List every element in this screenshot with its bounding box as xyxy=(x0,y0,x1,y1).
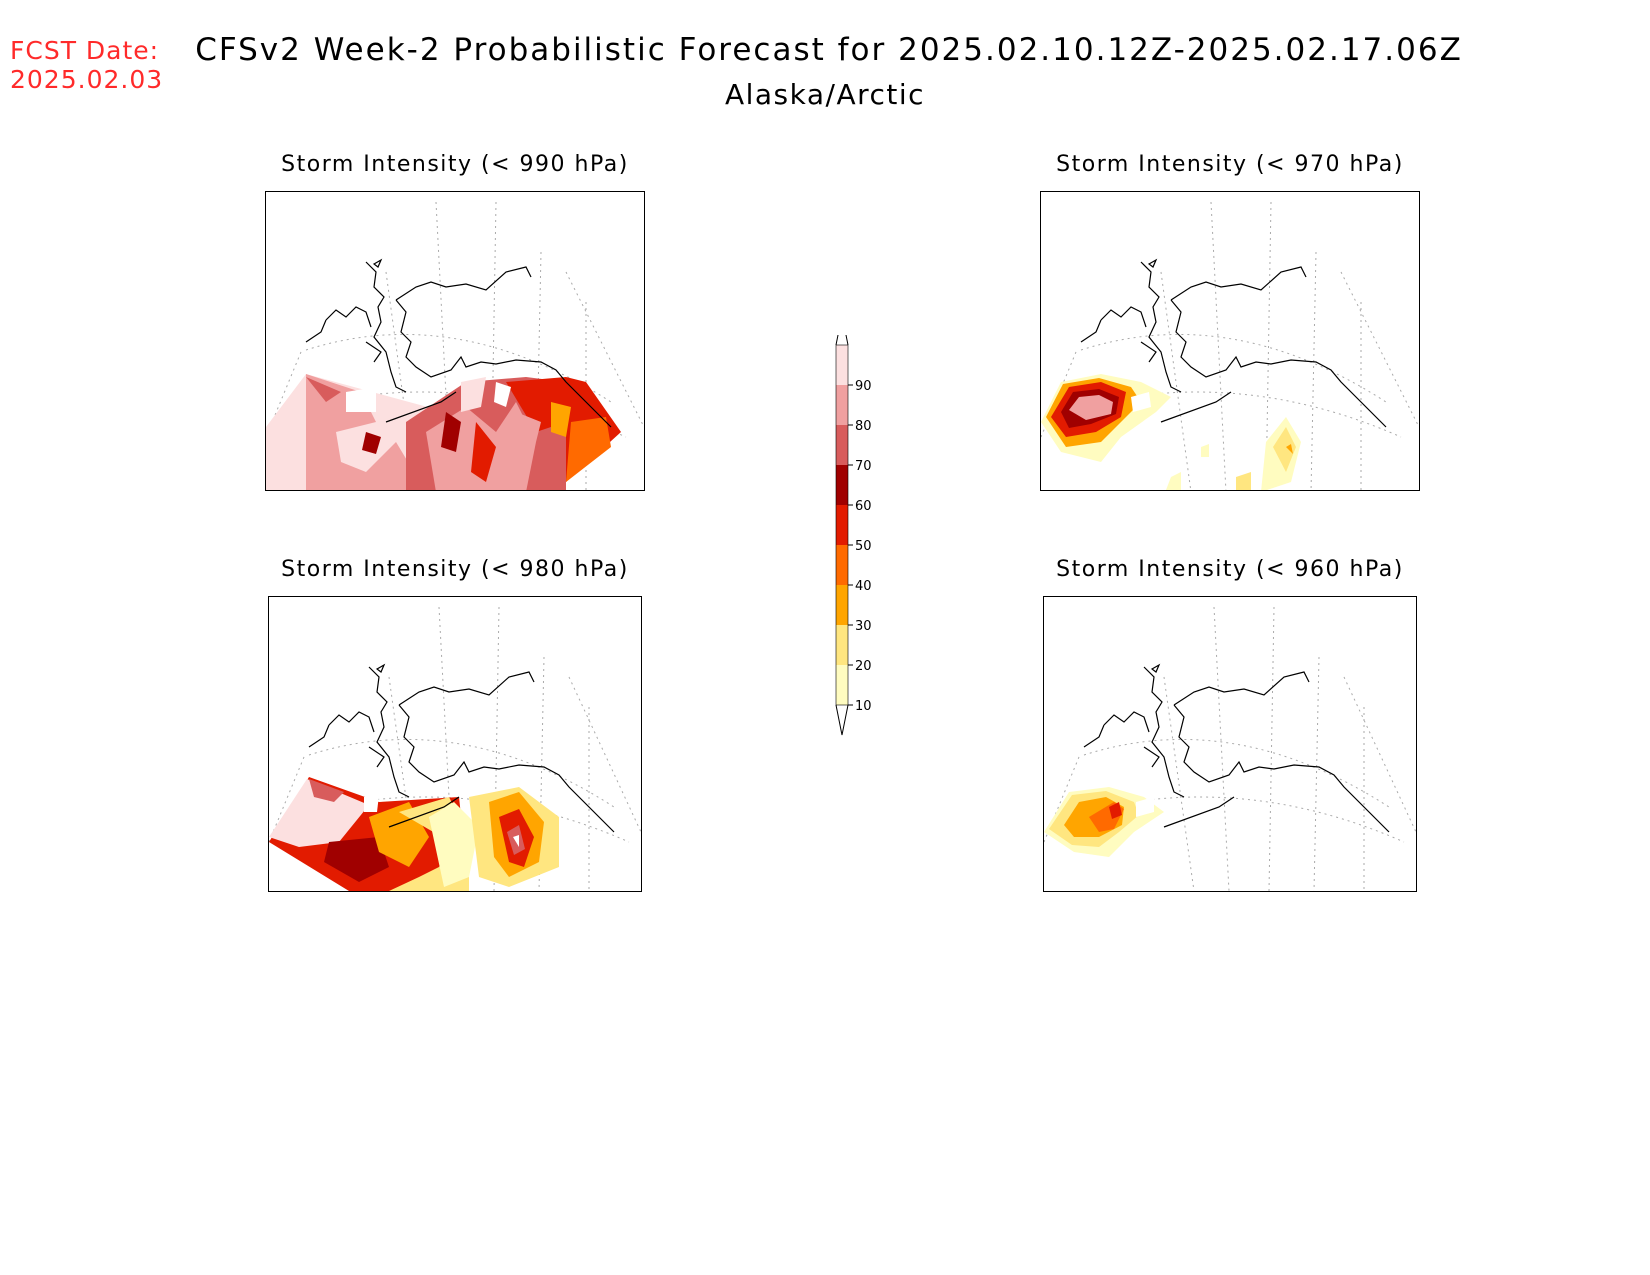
filled-contours xyxy=(266,374,621,490)
filled-contours xyxy=(269,777,559,891)
colorbar-bin-20 xyxy=(836,625,848,665)
colorbar-bin-50 xyxy=(836,505,848,545)
coastlines xyxy=(305,258,612,428)
colorbar-bin-10 xyxy=(836,665,848,705)
coastlines xyxy=(1080,258,1387,428)
colorbar-label-50: 50 xyxy=(855,539,872,554)
page-title: CFSv2 Week-2 Probabilistic Forecast for … xyxy=(195,32,1463,68)
fcst-date-block: FCST Date: 2025.02.03 xyxy=(10,36,163,94)
panel-title-990: Storm Intensity (< 990 hPa) xyxy=(281,152,629,177)
colorbar-label-90: 90 xyxy=(855,379,872,394)
panel-title-980: Storm Intensity (< 980 hPa) xyxy=(281,557,629,582)
colorbar-outline xyxy=(835,344,849,706)
colorbar-label-70: 70 xyxy=(855,459,872,474)
fcst-date-value: 2025.02.03 xyxy=(10,65,164,94)
colorbar-bin-40 xyxy=(836,545,848,585)
colorbar-label-20: 20 xyxy=(855,659,872,674)
colorbar: 10 20 30 40 50 60 70 80 90 xyxy=(818,314,878,749)
panel-title-970: Storm Intensity (< 970 hPa) xyxy=(1056,152,1404,177)
map-990 xyxy=(266,201,644,490)
colorbar-svg: 10 20 30 40 50 60 70 80 90 xyxy=(835,314,872,736)
colorbar-top-end xyxy=(835,314,849,346)
map-panel-990 xyxy=(265,191,645,491)
panel-title-960: Storm Intensity (< 960 hPa) xyxy=(1056,557,1404,582)
graticule xyxy=(1044,606,1416,891)
map-960 xyxy=(1044,606,1416,891)
map-panel-960 xyxy=(1043,596,1417,892)
colorbar-label-40: 40 xyxy=(855,579,872,594)
colorbar-label-30: 30 xyxy=(855,619,872,634)
colorbar-bin-80 xyxy=(836,385,848,425)
colorbar-bin-70 xyxy=(836,425,848,465)
colorbar-label-60: 60 xyxy=(855,499,872,514)
coastlines xyxy=(308,663,615,833)
map-panel-980 xyxy=(268,596,642,892)
fcst-date-label: FCST Date: xyxy=(10,36,160,65)
colorbar-bin-90 xyxy=(836,345,848,385)
colorbar-label-80: 80 xyxy=(855,419,872,434)
colorbar-bottom-end xyxy=(835,704,849,736)
colorbar-bin-30 xyxy=(836,585,848,625)
coastlines xyxy=(1083,663,1390,833)
region-subtitle: Alaska/Arctic xyxy=(724,78,926,111)
map-980 xyxy=(269,606,641,891)
filled-contours xyxy=(1044,787,1164,857)
colorbar-bin-60 xyxy=(836,465,848,505)
filled-contours xyxy=(1041,374,1301,490)
map-970 xyxy=(1041,201,1419,490)
map-panel-970 xyxy=(1040,191,1420,491)
colorbar-label-10: 10 xyxy=(855,699,872,714)
